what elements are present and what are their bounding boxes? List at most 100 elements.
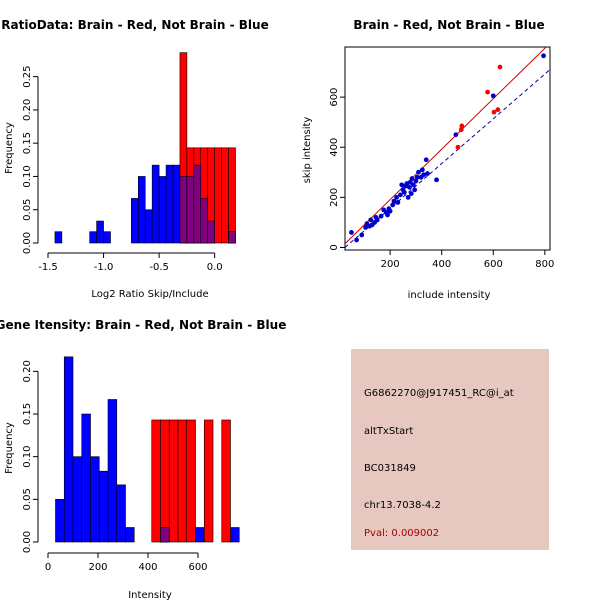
scatter-y-tick-label: 0	[329, 244, 340, 250]
ratio-bar-notbrain	[165, 164, 174, 244]
intensity-bar-notbrain	[230, 527, 240, 543]
brain-fit-line	[345, 47, 547, 245]
intensity-title: Gene Itensity: Brain - Red, Not Brain - …	[0, 318, 286, 332]
notbrain-point	[408, 191, 414, 197]
brain-point	[491, 109, 497, 115]
intensity-bar-brain	[221, 419, 231, 543]
intensity-bar-notbrain	[195, 527, 205, 543]
ratio-title: RatioData: Brain - Red, Not Brain - Blue	[1, 18, 268, 32]
intensity-bar-brain	[186, 419, 196, 543]
ratio-bar-overlap	[186, 176, 195, 244]
ratio-bar-notbrain	[158, 176, 167, 244]
notbrain-point	[374, 217, 380, 223]
intensity-bar-overlap	[160, 527, 170, 543]
ratio-bar-overlap	[200, 198, 209, 244]
intensity-x-tick-label: 0	[45, 562, 51, 573]
notbrain-point	[434, 177, 439, 183]
intensity-bar-notbrain	[81, 413, 91, 543]
intensity-bar-brain	[168, 419, 179, 543]
scatter-xlabel: include intensity	[408, 290, 491, 301]
intensity-bar-notbrain	[116, 484, 126, 543]
notbrain-point	[390, 202, 396, 208]
ratio-ylabel: Frequency	[4, 122, 15, 174]
ratio-bar-notbrain	[144, 209, 153, 244]
notbrain-point	[541, 53, 546, 59]
scatter-plot-frame	[344, 46, 551, 251]
intensity-bar-brain	[151, 419, 161, 543]
notbrain-fit-line	[345, 69, 550, 248]
intensity-bar-notbrain	[125, 527, 135, 543]
scatter-ylabel: skip intensity	[302, 117, 313, 184]
ratio-bar-overlap	[193, 164, 202, 244]
intensity-ylabel: Frequency	[4, 422, 15, 474]
intensity-bar-notbrain	[98, 470, 109, 543]
ratio-bars	[54, 52, 236, 244]
scatter-x-tick-label: 400	[432, 259, 451, 270]
ratio-bar-brain	[214, 147, 222, 244]
notbrain-point	[419, 167, 425, 173]
notbrain-point	[399, 182, 405, 188]
ratio-x-tick-label: 0.0	[207, 262, 223, 273]
intensity-bar-notbrain	[72, 456, 83, 543]
info-probe-id: G6862270@J917451_RC@i_at	[364, 388, 514, 399]
info-panel: G6862270@J917451_RC@i_at altTxStart BC03…	[351, 349, 549, 550]
intensity-bar-notbrain	[55, 499, 65, 543]
notbrain-point	[391, 198, 397, 204]
intensity-y-tick-label: 0.15	[22, 403, 33, 425]
scatter-x-tick-label: 600	[484, 259, 503, 270]
ratio-x-tick-label: -1.5	[38, 262, 58, 273]
notbrain-point	[412, 187, 418, 193]
ratio-bar-notbrain	[131, 198, 139, 244]
scatter-y-tick-label: 400	[329, 138, 340, 157]
intensity-bar-brain	[177, 419, 188, 543]
notbrain-point	[414, 174, 420, 180]
intensity-bars	[55, 356, 240, 543]
intensity-bar-brain	[203, 419, 214, 543]
ratio-histogram-panel: RatioData: Brain - Red, Not Brain - Blue…	[1, 18, 268, 300]
brain-point	[497, 64, 503, 70]
notbrain-point	[385, 212, 390, 218]
notbrain-point	[363, 225, 369, 230]
intensity-y-tick-label: 0.05	[22, 488, 33, 510]
intensity-bar-notbrain	[107, 399, 118, 543]
scatter-points	[349, 53, 546, 243]
notbrain-point	[416, 169, 421, 175]
ratio-bar-notbrain	[103, 231, 111, 244]
ratio-y-tick-label: 0.10	[22, 165, 33, 187]
notbrain-point	[394, 194, 399, 200]
intensity-axes: 0 200 400 600 0.00 0.05 0.10 0.15 0.20	[22, 360, 208, 573]
notbrain-point	[425, 171, 430, 176]
scatter-y-tick-label: 200	[329, 188, 340, 207]
info-location: chr13.7038-4.2	[364, 500, 441, 511]
ratio-y-tick-label: 0.15	[22, 132, 33, 154]
brain-point	[459, 123, 465, 129]
scatter-x-tick-label: 800	[535, 259, 554, 270]
intensity-xlabel: Intensity	[128, 590, 172, 600]
ratio-bar-overlap	[179, 176, 188, 244]
ratio-bar-notbrain	[89, 231, 97, 244]
ratio-xlabel: Log2 Ratio Skip/Include	[91, 289, 208, 300]
notbrain-point	[407, 184, 412, 190]
intensity-bar-brain	[160, 419, 170, 543]
info-pval: Pval: 0.009002	[364, 528, 439, 539]
brain-point	[455, 144, 461, 150]
ratio-bar-notbrain	[137, 176, 146, 244]
ratio-y-tick-label: 0.05	[22, 199, 33, 221]
notbrain-point	[387, 208, 393, 214]
ratio-bar-notbrain	[54, 231, 63, 244]
notbrain-point	[405, 194, 411, 200]
scatter-panel: Brain - Red, Not Brain - Blue include in…	[302, 18, 554, 301]
notbrain-point	[349, 230, 354, 235]
notbrain-point	[413, 178, 419, 184]
notbrain-point	[395, 199, 401, 205]
notbrain-point	[490, 93, 496, 99]
intensity-bar-notbrain	[63, 356, 74, 543]
notbrain-point	[354, 237, 360, 243]
ratio-bar-overlap	[207, 220, 215, 244]
ratio-bar-brain	[221, 147, 229, 244]
info-panel-background	[351, 349, 549, 550]
notbrain-point	[378, 213, 384, 219]
notbrain-point	[410, 182, 416, 188]
ratio-bar-overlap	[228, 231, 236, 244]
intensity-x-tick-label: 400	[138, 562, 157, 573]
